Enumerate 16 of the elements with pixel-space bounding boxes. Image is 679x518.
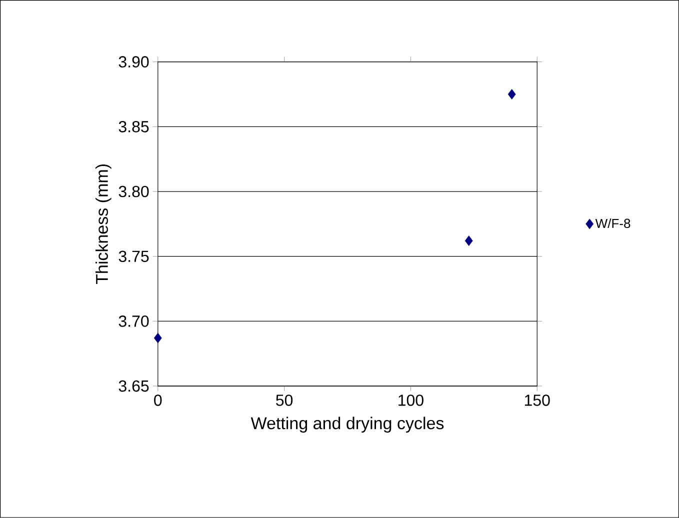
y-tick-label: 3.85: [118, 121, 149, 132]
x-tick-label: 50: [276, 394, 293, 406]
x-tick-label: 0: [154, 394, 162, 406]
y-tick-label: 3.80: [118, 186, 149, 198]
point: [154, 332, 162, 344]
y-tick-label: 3.75: [118, 250, 149, 262]
y-axis-title: Thickness (mm): [95, 164, 112, 284]
x-tick-label: 150: [524, 394, 550, 406]
legend-label: W/F-8: [595, 218, 630, 228]
y-tick-label: 3.90: [118, 56, 149, 68]
point: [464, 236, 473, 246]
y-tick-label: 3.70: [118, 316, 149, 327]
x-tick-label: 100: [398, 394, 424, 406]
y-tick-label: 3.65: [118, 380, 149, 392]
point: [508, 89, 516, 100]
x-axis-title: Wetting and drying cycles: [250, 416, 444, 433]
